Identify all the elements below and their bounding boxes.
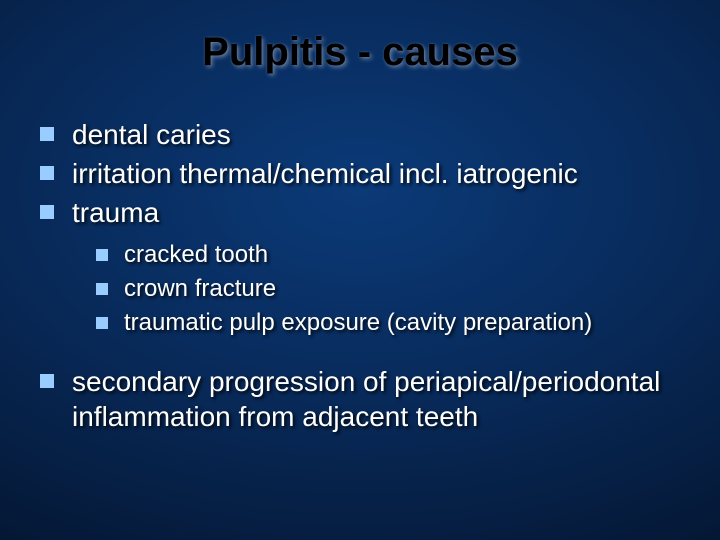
list-item-text: trauma [72,195,159,230]
square-bullet-icon [40,205,54,219]
bullet-list-level1: dental caries irritation thermal/chemica… [40,117,680,230]
spacer [40,348,680,364]
list-item-text: cracked tooth [124,240,268,270]
square-bullet-icon [40,166,54,180]
slide-title: Pulpitis - causes [40,30,680,75]
square-bullet-icon [40,374,54,388]
list-item: cracked tooth [96,240,680,270]
list-item: traumatic pulp exposure (cavity preparat… [96,308,680,338]
list-item-text: crown fracture [124,274,276,304]
slide: Pulpitis - causes dental caries irritati… [0,0,720,540]
list-item: dental caries [40,117,680,152]
square-bullet-icon [40,127,54,141]
list-item-text: traumatic pulp exposure (cavity preparat… [124,308,592,338]
list-item: crown fracture [96,274,680,304]
square-bullet-icon [96,317,108,329]
list-item: trauma [40,195,680,230]
list-item-text: irritation thermal/chemical incl. iatrog… [72,156,578,191]
list-item: secondary progression of periapical/peri… [40,364,680,434]
square-bullet-icon [96,249,108,261]
bullet-list-level2: cracked tooth crown fracture traumatic p… [96,240,680,338]
square-bullet-icon [96,283,108,295]
list-item-text: secondary progression of periapical/peri… [72,364,680,434]
bullet-list-level1: secondary progression of periapical/peri… [40,364,680,434]
list-item: irritation thermal/chemical incl. iatrog… [40,156,680,191]
list-item-text: dental caries [72,117,231,152]
